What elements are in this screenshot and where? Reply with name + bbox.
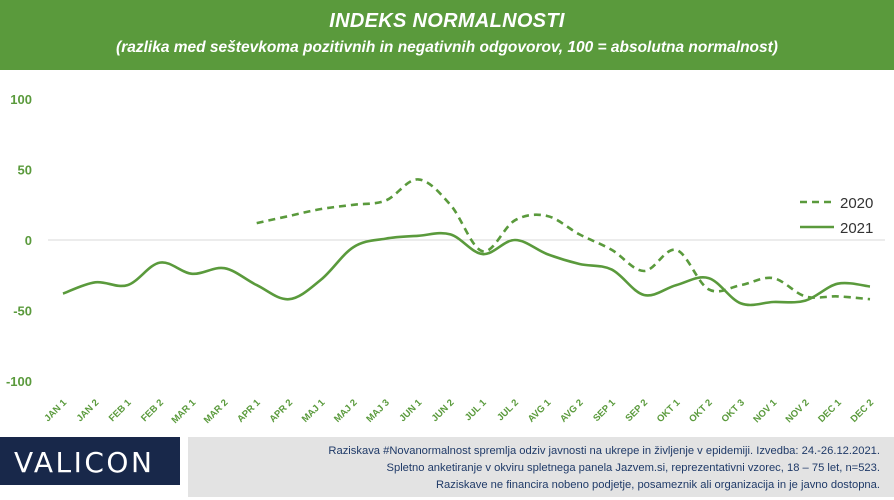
x-tick-label: JUL 1: [463, 397, 489, 423]
x-tick-label: DEC 2: [849, 397, 877, 425]
x-tick-label: JAN 1: [42, 397, 69, 424]
x-tick-label: APR 1: [235, 397, 263, 425]
x-tick-label: DEC 1: [816, 397, 844, 425]
x-tick-label: AVG 2: [558, 397, 585, 424]
x-tick-label: NOV 1: [751, 397, 779, 425]
x-tick-label: MAR 2: [202, 397, 231, 426]
footer-note: Raziskava #Novanormalnost spremlja odziv…: [188, 437, 894, 497]
footer-note-line: Raziskava #Novanormalnost spremlja odziv…: [328, 445, 880, 457]
x-tick-label: MAJ 2: [332, 397, 360, 425]
x-tick-label: MAR 1: [170, 397, 199, 426]
y-tick-label: 0: [25, 233, 32, 248]
y-tick-label: 50: [18, 163, 32, 178]
footer-note-line: Spletno anketiranje v okviru spletnega p…: [386, 462, 880, 474]
x-tick-label: APR 2: [268, 397, 296, 425]
chart-subtitle: (razlika med seštevkoma pozitivnih in ne…: [116, 39, 778, 56]
y-tick-label: -50: [13, 304, 32, 319]
x-tick-label: AVG 1: [526, 397, 554, 425]
series-line-2020: [256, 178, 871, 301]
x-tick-label: SEP 2: [623, 397, 650, 424]
chart-header: INDEKS NORMALNOSTI (razlika med seštevko…: [0, 0, 894, 70]
x-tick-label: JUN 2: [430, 397, 457, 424]
x-tick-label: MAJ 1: [300, 397, 328, 425]
x-tick-label: FEB 1: [107, 397, 134, 424]
x-tick-label: OKT 1: [655, 397, 683, 425]
legend-label: 2020: [840, 195, 873, 212]
x-tick-label: SEP 1: [591, 397, 618, 424]
x-tick-label: NOV 2: [784, 397, 812, 425]
x-tick-label: JUL 2: [495, 397, 521, 423]
x-tick-label: OKT 2: [687, 397, 715, 425]
x-tick-label: JUN 1: [397, 397, 424, 424]
y-tick-label: -100: [6, 374, 32, 389]
legend-label: 2021: [840, 220, 873, 237]
x-tick-label: MAJ 3: [364, 397, 392, 425]
valicon-logo: VALICON: [0, 437, 180, 485]
footer-note-line: Raziskave ne financira nobeno podjetje, …: [435, 479, 880, 491]
series-line-2021: [62, 231, 871, 307]
y-tick-label: 100: [10, 92, 32, 107]
x-tick-label: JAN 2: [75, 397, 102, 424]
chart-title: INDEKS NORMALNOSTI: [329, 10, 565, 32]
x-tick-label: OKT 3: [719, 397, 747, 425]
x-tick-label: FEB 2: [139, 397, 166, 424]
logo-text: VALICON: [14, 446, 155, 479]
